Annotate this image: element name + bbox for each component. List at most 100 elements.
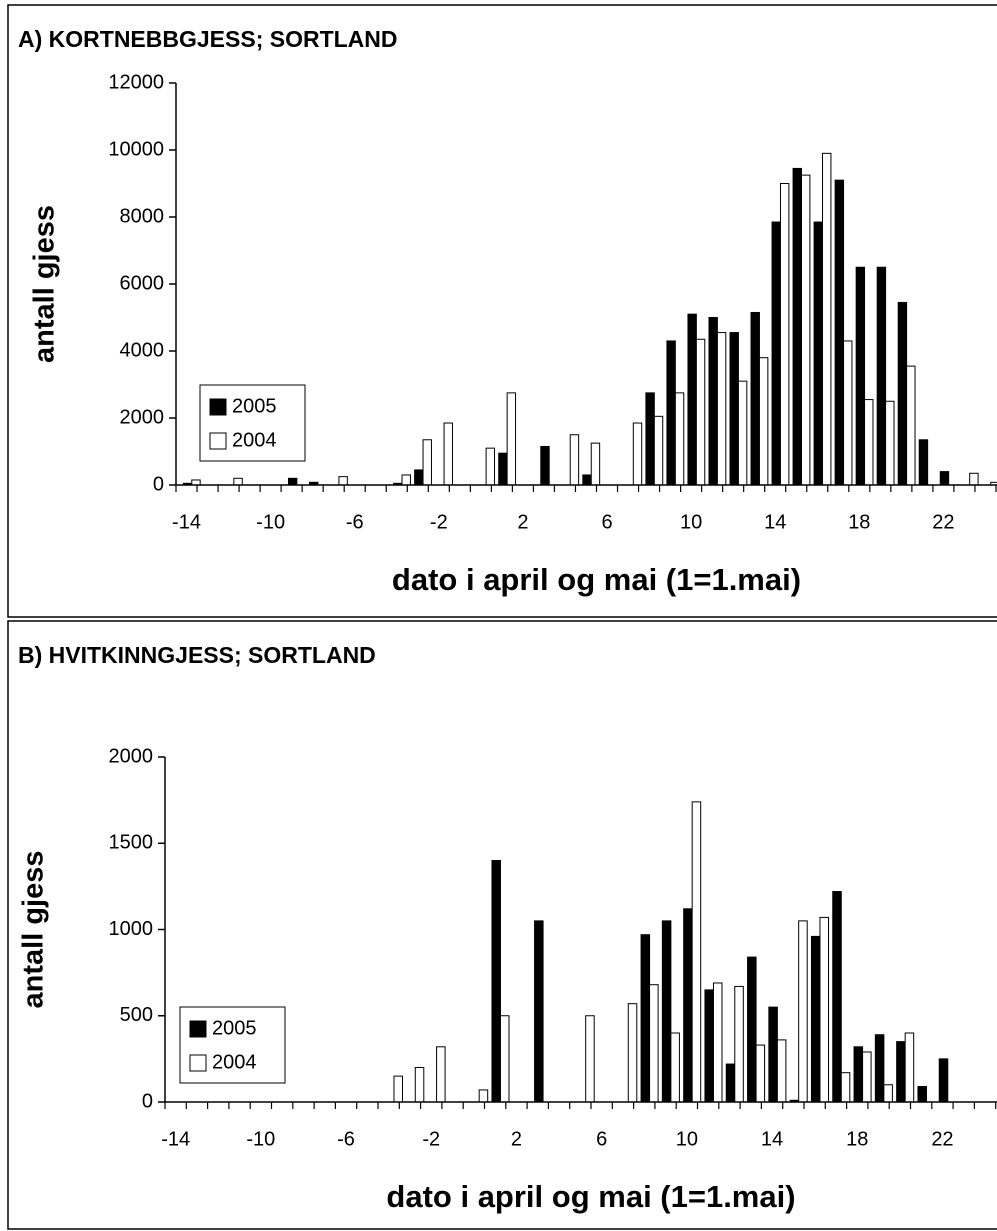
bar (338, 476, 348, 486)
bar (653, 415, 664, 486)
bar (393, 1075, 403, 1103)
bar (896, 1041, 906, 1103)
bar (414, 469, 424, 486)
bar (632, 422, 643, 486)
bar (832, 891, 842, 1103)
x-tick-label: -10 (256, 511, 285, 533)
panel-frame (7, 4, 997, 618)
x-tick-label: 14 (761, 1128, 783, 1150)
y-tick-label: 12000 (108, 71, 164, 93)
bar (819, 916, 829, 1103)
panel-frame (7, 620, 997, 1230)
y-axis-title: antall gjess (18, 851, 50, 1009)
y-tick-label: 0 (153, 473, 164, 495)
bar (813, 221, 824, 486)
bar (540, 445, 550, 486)
legend-swatch (189, 1020, 207, 1038)
bar (708, 317, 718, 486)
chart-title: B) HVITKINNGJESS; SORTLAND (18, 642, 376, 668)
bar (862, 1051, 872, 1103)
bar (499, 1015, 510, 1103)
bar (876, 266, 887, 486)
bar (725, 1063, 736, 1103)
y-tick-label: 6000 (120, 272, 165, 294)
y-tick-label: 8000 (120, 205, 165, 227)
bar (810, 935, 821, 1103)
x-tick-label: 18 (848, 511, 870, 533)
x-tick-label: -6 (346, 511, 364, 533)
y-tick-label: 10000 (108, 138, 164, 160)
y-tick-label: 0 (142, 1090, 153, 1112)
y-tick-label: 4000 (120, 339, 165, 361)
bar (401, 474, 411, 486)
bar (436, 1046, 446, 1103)
legend-swatch (189, 1054, 207, 1072)
bar (661, 920, 672, 1103)
bar (938, 1058, 949, 1103)
bar (585, 1015, 595, 1103)
bar (939, 471, 950, 486)
bar (883, 1084, 893, 1103)
bar (917, 1085, 927, 1103)
x-tick-label: -2 (430, 511, 448, 533)
bar (506, 392, 517, 486)
x-tick-label: 6 (596, 1128, 607, 1150)
bar (443, 422, 453, 486)
x-tick-label: -10 (246, 1128, 275, 1150)
y-tick-label: 2000 (109, 745, 154, 767)
bar (758, 357, 769, 486)
bar (897, 301, 908, 486)
bar (645, 392, 655, 486)
bar (904, 1032, 915, 1103)
bar (776, 1039, 787, 1103)
bar (233, 477, 243, 486)
bar (840, 1072, 851, 1103)
bar (792, 167, 802, 486)
x-axis-title: dato i april og mai (1=1.mai) (386, 1179, 795, 1214)
bar (666, 340, 676, 486)
bar (704, 989, 714, 1103)
bar (640, 934, 651, 1103)
bar (674, 392, 685, 486)
bar (855, 266, 866, 486)
x-tick-label: 2 (517, 511, 528, 533)
bar (287, 477, 298, 486)
bar (843, 340, 853, 486)
bar (729, 332, 739, 486)
bar (687, 313, 697, 486)
bar (422, 439, 432, 486)
bar (649, 984, 659, 1103)
bar (853, 1046, 864, 1103)
bar (750, 311, 760, 486)
bar (834, 179, 845, 486)
bar (864, 399, 874, 486)
bar (590, 442, 601, 486)
x-tick-label: 18 (846, 1128, 868, 1150)
y-tick-label: 1000 (109, 918, 154, 940)
bar (485, 447, 496, 486)
bar (716, 332, 727, 486)
x-tick-label: 14 (764, 511, 786, 533)
x-tick-label: 22 (932, 511, 954, 533)
legend-label: 2005 (232, 395, 277, 417)
bar (191, 479, 201, 486)
bar (695, 338, 706, 486)
x-tick-label: -14 (161, 1128, 190, 1150)
x-tick-label: 2 (511, 1128, 522, 1150)
bar (670, 1032, 680, 1103)
bar (534, 920, 544, 1103)
bar (734, 985, 744, 1103)
bar (874, 1034, 885, 1103)
bar (885, 400, 895, 486)
x-tick-label: 10 (676, 1128, 698, 1150)
bar (906, 365, 916, 486)
bar (918, 439, 929, 486)
bar (478, 1089, 489, 1103)
x-tick-label: 10 (680, 511, 702, 533)
x-tick-label: -14 (172, 511, 201, 533)
legend-swatch (209, 432, 227, 450)
legend-swatch (209, 398, 227, 416)
y-tick-label: 500 (120, 1004, 153, 1026)
bar (491, 860, 501, 1103)
x-axis-title: dato i april og mai (1=1.mai) (392, 562, 801, 597)
